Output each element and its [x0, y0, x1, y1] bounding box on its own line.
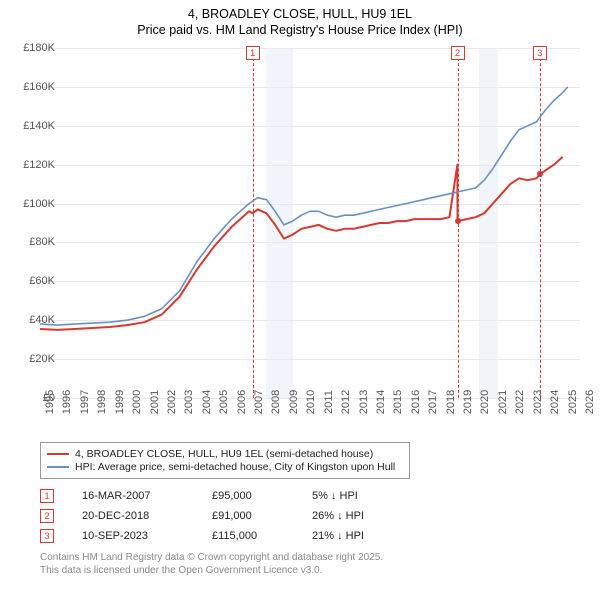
legend-swatch: [47, 453, 69, 455]
legend-label: 4, BROADLEY CLOSE, HULL, HU9 1EL (semi-d…: [75, 448, 373, 460]
series-price_paid: [40, 157, 563, 330]
x-tick-label: 1995: [44, 390, 56, 414]
x-tick-label: 2002: [166, 390, 178, 414]
marker-row-pct: 26% ↓ HPI: [312, 510, 432, 522]
x-tick-label: 2010: [305, 390, 317, 414]
x-tick-label: 2022: [514, 390, 526, 414]
x-tick-label: 2000: [131, 390, 143, 414]
legend-box: 4, BROADLEY CLOSE, HULL, HU9 1EL (semi-d…: [40, 442, 410, 479]
marker-row-date: 20-DEC-2018: [82, 510, 212, 522]
marker-row: 2 20-DEC-2018£91,00026% ↓ HPI: [40, 506, 432, 526]
marker-row-badge: 1: [40, 489, 54, 503]
x-tick-label: 2016: [410, 390, 422, 414]
x-tick-label: 2013: [358, 390, 370, 414]
x-tick-label: 2026: [584, 390, 596, 414]
x-tick-label: 2005: [218, 390, 230, 414]
x-tick-label: 2014: [375, 390, 387, 414]
title-line-2: Price paid vs. HM Land Registry's House …: [0, 22, 600, 38]
x-tick-label: 1998: [96, 390, 108, 414]
x-tick-label: 2009: [288, 390, 300, 414]
x-tick-label: 1999: [114, 390, 126, 414]
x-tick-label: 2008: [270, 390, 282, 414]
y-tick-label: £60K: [5, 275, 55, 287]
marker-row-price: £91,000: [212, 510, 312, 522]
marker-row-price: £115,000: [212, 530, 312, 542]
chart-lines-svg: [40, 48, 580, 398]
y-tick-label: £20K: [5, 353, 55, 365]
x-tick-label: 2017: [427, 390, 439, 414]
series-hpi: [40, 87, 568, 325]
legend-item: 4, BROADLEY CLOSE, HULL, HU9 1EL (semi-d…: [47, 448, 403, 460]
x-tick-label: 2011: [323, 390, 335, 414]
x-tick-label: 2001: [149, 390, 161, 414]
marker-row-pct: 21% ↓ HPI: [312, 530, 432, 542]
marker-row-pct: 5% ↓ HPI: [312, 490, 432, 502]
x-tick-label: 1996: [61, 390, 73, 414]
x-tick-label: 2015: [392, 390, 404, 414]
legend-swatch: [47, 466, 69, 468]
footer-attribution: Contains HM Land Registry data © Crown c…: [40, 552, 383, 577]
marker-row-date: 16-MAR-2007: [82, 490, 212, 502]
chart-container: 4, BROADLEY CLOSE, HULL, HU9 1EL Price p…: [0, 0, 600, 590]
marker-row-badge: 3: [40, 529, 54, 543]
x-tick-label: 2025: [567, 390, 579, 414]
footer-line-1: Contains HM Land Registry data © Crown c…: [40, 552, 383, 565]
x-tick-label: 2012: [340, 390, 352, 414]
y-tick-label: £160K: [5, 81, 55, 93]
y-tick-label: £140K: [5, 120, 55, 132]
marker-row: 3 10-SEP-2023£115,00021% ↓ HPI: [40, 526, 432, 546]
x-tick-label: 2003: [183, 390, 195, 414]
x-tick-label: 2021: [497, 390, 509, 414]
marker-row: 1 16-MAR-2007£95,0005% ↓ HPI: [40, 486, 432, 506]
x-tick-label: 2020: [479, 390, 491, 414]
y-tick-label: £180K: [5, 42, 55, 54]
x-tick-label: 2004: [201, 390, 213, 414]
chart-plot-area: 123: [40, 48, 580, 398]
x-tick-label: 1997: [79, 390, 91, 414]
y-tick-label: £100K: [5, 198, 55, 210]
title-line-1: 4, BROADLEY CLOSE, HULL, HU9 1EL: [0, 6, 600, 22]
x-tick-label: 2023: [532, 390, 544, 414]
x-tick-label: 2006: [236, 390, 248, 414]
x-tick-label: 2007: [253, 390, 265, 414]
y-tick-label: £120K: [5, 159, 55, 171]
sale-markers-table: 1 16-MAR-2007£95,0005% ↓ HPI 2 20-DEC-2018£…: [40, 486, 432, 546]
legend-label: HPI: Average price, semi-detached house,…: [75, 461, 395, 473]
x-tick-label: 2024: [549, 390, 561, 414]
legend-item: HPI: Average price, semi-detached house,…: [47, 461, 403, 473]
footer-line-2: This data is licensed under the Open Gov…: [40, 565, 383, 578]
marker-row-badge: 2: [40, 509, 54, 523]
x-tick-label: 2018: [445, 390, 457, 414]
y-tick-label: £80K: [5, 236, 55, 248]
marker-row-date: 10-SEP-2023: [82, 530, 212, 542]
marker-row-price: £95,000: [212, 490, 312, 502]
y-tick-label: £40K: [5, 314, 55, 326]
x-tick-label: 2019: [462, 390, 474, 414]
title-block: 4, BROADLEY CLOSE, HULL, HU9 1EL Price p…: [0, 0, 600, 39]
